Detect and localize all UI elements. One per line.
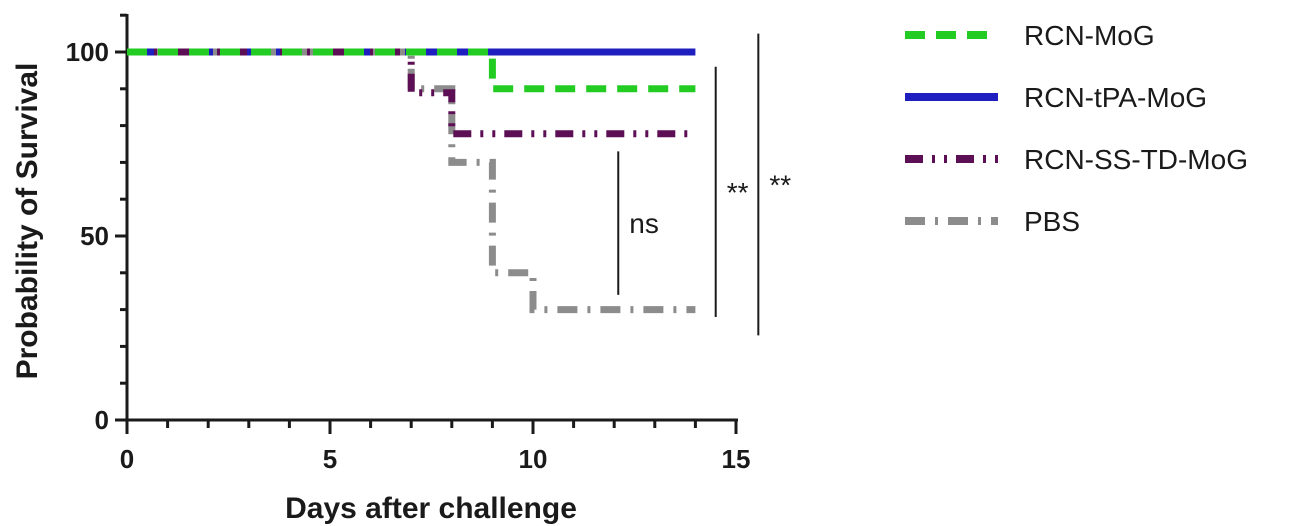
legend: RCN-MoG RCN-tPA-MoG RCN-SS-TD-MoG PBS bbox=[905, 20, 1248, 237]
axes bbox=[125, 14, 738, 422]
series-line-rcn-mog bbox=[127, 48, 696, 93]
significance-label: ** bbox=[769, 169, 791, 200]
legend-item: PBS bbox=[905, 206, 1080, 237]
y-axis-title: Probability of Survival bbox=[11, 63, 44, 380]
series-line-pbs bbox=[127, 48, 696, 314]
legend-item: RCN-tPA-MoG bbox=[905, 82, 1207, 113]
series-line-rcn-ss-td-mog bbox=[127, 48, 696, 138]
y-tick-label: 100 bbox=[66, 37, 109, 67]
x-axis-title: Days after challenge bbox=[285, 492, 577, 525]
y-tick-label: 50 bbox=[80, 221, 109, 251]
legend-item: RCN-MoG bbox=[905, 20, 1155, 51]
y-tick-label: 0 bbox=[95, 405, 109, 435]
x-ticks: 0 5 10 15 bbox=[120, 420, 751, 474]
y-ticks: 0 50 100 bbox=[66, 13, 127, 435]
x-tick-label: 15 bbox=[722, 444, 751, 474]
significance-label: ** bbox=[727, 177, 749, 208]
series-layer bbox=[127, 48, 696, 314]
legend-label: RCN-MoG bbox=[1024, 20, 1155, 51]
significance-label: ns bbox=[629, 208, 659, 239]
annotations: ns ** ** bbox=[617, 33, 791, 336]
x-tick-label: 10 bbox=[519, 444, 548, 474]
legend-item: RCN-SS-TD-MoG bbox=[905, 144, 1248, 175]
legend-label: RCN-SS-TD-MoG bbox=[1024, 144, 1248, 175]
legend-label: RCN-tPA-MoG bbox=[1024, 82, 1207, 113]
x-tick-label: 5 bbox=[323, 444, 337, 474]
x-tick-label: 0 bbox=[120, 444, 134, 474]
legend-label: PBS bbox=[1024, 206, 1080, 237]
